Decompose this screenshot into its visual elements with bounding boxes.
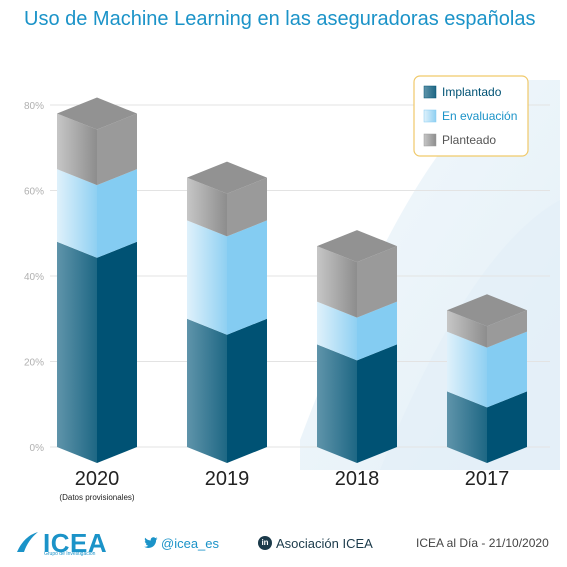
bar-segment-implantado-front <box>57 241 97 463</box>
bar-segment-en-evaluación-front <box>317 301 357 361</box>
bar-segment-implantado-front <box>317 344 357 463</box>
bar-segment-en-evaluación-side <box>97 169 137 258</box>
logo-text: ICEA <box>43 527 108 558</box>
x-tick-label: 2020 <box>75 468 120 490</box>
legend-label: Implantado <box>442 85 502 99</box>
twitter-link[interactable]: @icea_es <box>144 525 219 561</box>
bar-segment-en-evaluación-front <box>57 169 97 258</box>
stacked-bar-chart: 0% 20% 40% 60% 80% 2020 (Datos provisionales)… <box>24 75 560 502</box>
bar-segment-implantado-side <box>357 344 397 463</box>
footer-date: ICEA al Día - 21/10/2020 <box>416 525 549 561</box>
bird-icon <box>144 537 158 548</box>
x-axis-labels: 2020 (Datos provisionales) 2019 2018 2017 <box>59 468 509 502</box>
bar-segment-en-evaluación-front <box>187 220 227 335</box>
bar-segment-implantado-side <box>97 241 137 463</box>
bar-segment-en-evaluación-side <box>227 220 267 335</box>
legend-swatch <box>423 109 437 123</box>
bar-top-face <box>187 161 267 194</box>
bars-layer <box>57 97 527 463</box>
legend-swatch <box>423 133 437 147</box>
y-axis-ticks: 0% 20% 40% 60% 80% <box>24 101 44 454</box>
bar-top-face <box>447 294 527 327</box>
x-tick-note: (Datos provisionales) <box>59 493 134 502</box>
y-tick-label: 40% <box>24 272 44 283</box>
bar-segment-planteado-side <box>357 246 397 318</box>
bar-segment-en-evaluación-front <box>447 331 487 408</box>
linkedin-name: Asociación ICEA <box>276 535 373 551</box>
icea-logo: ICEA Grupo de Investigación <box>14 525 114 561</box>
y-tick-label: 60% <box>24 187 44 198</box>
bar-segment-en-evaluación-side <box>487 331 527 408</box>
bar-segment-en-evaluación-side <box>357 301 397 361</box>
y-tick-label: 20% <box>24 358 44 369</box>
linkedin-link[interactable]: in Asociación ICEA <box>258 525 373 561</box>
bar-2017 <box>447 294 527 463</box>
x-tick-label: 2018 <box>335 468 380 490</box>
x-tick-label: 2017 <box>465 468 510 490</box>
bar-top-face <box>57 97 137 130</box>
bar-top-face <box>317 230 397 263</box>
legend-label: En evaluación <box>442 109 517 123</box>
bar-2019 <box>187 161 267 463</box>
bar-segment-planteado-front <box>317 246 357 318</box>
x-tick-label: 2019 <box>205 468 250 490</box>
bar-2020 <box>57 97 137 463</box>
publication-date: ICEA al Día - 21/10/2020 <box>416 536 549 550</box>
bar-segment-implantado-side <box>227 318 267 463</box>
bar-segment-planteado-front <box>447 310 487 348</box>
bar-segment-implantado-front <box>447 391 487 463</box>
bar-segment-planteado-side <box>97 113 137 186</box>
y-tick-label: 0% <box>30 443 45 454</box>
bar-segment-planteado-side <box>487 310 527 348</box>
logo-subtitle: Grupo de Investigación <box>44 551 96 557</box>
bar-segment-planteado-side <box>227 177 267 237</box>
bar-segment-implantado-front <box>187 318 227 463</box>
legend-swatch <box>423 85 437 99</box>
chart-title: Uso de Machine Learning en las asegurado… <box>24 8 536 30</box>
icea-logo-icon <box>17 532 38 552</box>
twitter-handle: @icea_es <box>161 535 220 551</box>
bar-segment-planteado-front <box>57 113 97 186</box>
linkedin-icon: in <box>258 536 272 550</box>
legend-label: Planteado <box>442 133 496 147</box>
bar-segment-implantado-side <box>487 391 527 463</box>
bar-segment-planteado-front <box>187 177 227 237</box>
legend-box <box>413 75 529 157</box>
bar-2018 <box>317 230 397 463</box>
y-tick-label: 80% <box>24 101 44 112</box>
legend: Implantado En evaluación Planteado <box>413 75 529 157</box>
